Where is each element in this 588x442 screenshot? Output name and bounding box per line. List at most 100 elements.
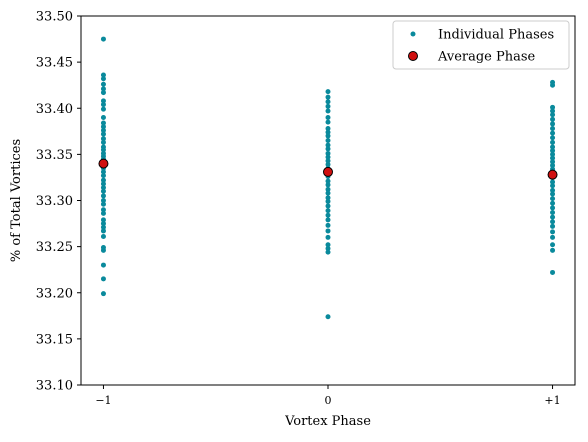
individual-phase-point xyxy=(325,228,331,234)
individual-phase-point xyxy=(325,314,331,320)
individual-phase-point xyxy=(325,245,331,251)
individual-phase-point xyxy=(100,114,106,120)
individual-phase-point xyxy=(550,82,556,88)
individual-phase-point xyxy=(100,147,106,153)
individual-phase-point xyxy=(325,133,331,139)
individual-phase-point xyxy=(550,183,556,189)
individual-phase-point xyxy=(550,116,556,122)
individual-phase-point xyxy=(325,138,331,144)
individual-phase-point xyxy=(325,162,331,168)
individual-phase-point xyxy=(100,221,106,227)
y-tick-label: 33.35 xyxy=(36,148,73,163)
individual-phase-point xyxy=(325,89,331,95)
individual-phase-point xyxy=(100,291,106,297)
individual-phase-point xyxy=(100,193,106,199)
individual-phase-point xyxy=(100,72,106,78)
data-points xyxy=(98,36,558,320)
individual-phase-point xyxy=(100,86,106,92)
individual-phase-point xyxy=(550,159,556,165)
individual-phase-point xyxy=(100,81,106,87)
individual-phase-point xyxy=(325,182,331,188)
individual-phase-point xyxy=(325,158,331,164)
individual-phase-point xyxy=(100,169,106,175)
individual-phase-point xyxy=(550,223,556,229)
legend-label-average-phase: Average Phase xyxy=(437,50,536,65)
individual-phase-point xyxy=(550,121,556,127)
individual-phase-point xyxy=(550,205,556,211)
average-phase-point xyxy=(323,166,333,177)
individual-phase-point xyxy=(100,36,106,42)
individual-phase-point xyxy=(100,98,106,104)
individual-phase-point xyxy=(100,210,106,216)
individual-phase-point xyxy=(325,178,331,184)
legend: Individual Phases Average Phase xyxy=(392,20,570,70)
y-tick-label: 33.20 xyxy=(36,286,73,301)
individual-phase-point xyxy=(100,224,106,230)
individual-phase-point xyxy=(100,173,106,179)
individual-phase-point xyxy=(100,120,106,126)
individual-phase-point xyxy=(100,102,106,108)
individual-phase-point xyxy=(100,262,106,268)
individual-phase-point xyxy=(100,217,106,223)
individual-phase-point xyxy=(550,234,556,240)
average-phase-point xyxy=(98,158,109,169)
individual-phase-point xyxy=(100,177,106,183)
individual-phase-point xyxy=(550,139,556,145)
individual-phase-point xyxy=(325,150,331,156)
individual-phase-point xyxy=(100,185,106,191)
individual-phase-point xyxy=(100,228,106,234)
individual-phase-point xyxy=(550,151,556,157)
average-phase-point xyxy=(547,169,558,180)
individual-phase-point xyxy=(550,209,556,215)
individual-phase-point xyxy=(325,195,331,201)
y-tick-label: 33.25 xyxy=(36,240,73,255)
individual-phase-point xyxy=(100,90,106,96)
x-axis-label: Vortex Phase xyxy=(284,414,371,429)
individual-phase-point xyxy=(325,217,331,223)
individual-phase-point xyxy=(550,247,556,253)
individual-phase-point xyxy=(100,201,106,207)
individual-phase-point xyxy=(100,76,106,82)
individual-phase-point xyxy=(100,139,106,145)
individual-phase-point xyxy=(325,222,331,228)
individual-phase-point xyxy=(550,219,556,225)
y-axis-label: % of Total Vortices xyxy=(9,139,24,262)
individual-phase-point xyxy=(100,188,106,194)
legend-marker-average-phase xyxy=(408,51,418,61)
individual-phase-point xyxy=(550,108,556,114)
individual-phase-point xyxy=(100,127,106,133)
individual-phase-point xyxy=(550,187,556,193)
individual-phase-point xyxy=(325,198,331,204)
individual-phase-point xyxy=(550,162,556,168)
y-tick-label: 33.40 xyxy=(36,102,73,117)
individual-phase-point xyxy=(550,200,556,206)
individual-phase-point xyxy=(325,234,331,240)
legend-marker-individual-phases xyxy=(410,31,416,37)
individual-phase-point xyxy=(325,129,331,135)
individual-phase-point xyxy=(325,249,331,255)
y-tick-label: 33.15 xyxy=(36,332,73,347)
individual-phase-point xyxy=(325,203,331,209)
individual-phase-point xyxy=(100,106,106,112)
y-tick-label: 33.50 xyxy=(36,10,73,25)
individual-phase-point xyxy=(550,191,556,197)
individual-phase-point xyxy=(325,154,331,160)
individual-phase-point xyxy=(100,131,106,137)
y-tick-label: 33.30 xyxy=(36,194,73,209)
individual-phase-point xyxy=(325,108,331,114)
individual-phase-point xyxy=(325,114,331,120)
individual-phase-point xyxy=(100,198,106,203)
individual-phase-point xyxy=(550,112,556,118)
individual-phase-point xyxy=(550,179,556,185)
y-tick-label: 33.10 xyxy=(36,379,73,394)
individual-phase-point xyxy=(325,146,331,152)
individual-phase-point xyxy=(325,103,331,109)
individual-phase-point xyxy=(550,135,556,141)
individual-phase-point xyxy=(550,214,556,220)
individual-phase-point xyxy=(325,242,331,248)
individual-phase-point xyxy=(550,148,556,154)
legend-box xyxy=(392,20,570,70)
individual-phase-point xyxy=(100,247,106,253)
